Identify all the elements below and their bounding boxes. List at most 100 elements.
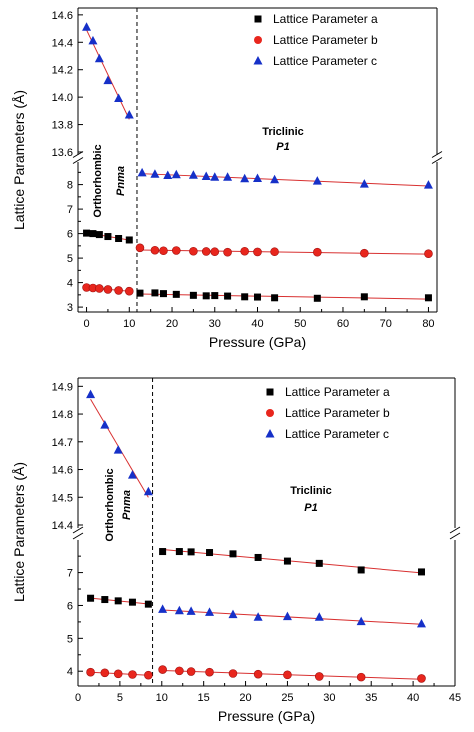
data-point-a [128, 598, 136, 606]
fit-line [139, 293, 429, 300]
legend-marker-a [254, 15, 262, 23]
data-point-b [210, 247, 220, 257]
x-tick-label: 15 [198, 692, 210, 704]
data-point-c [100, 420, 110, 429]
data-point-b [144, 670, 153, 680]
data-point-a [151, 289, 159, 297]
data-point-c [94, 53, 104, 63]
x-tick-label: 20 [166, 318, 178, 330]
data-point-c [223, 172, 233, 181]
x-tick-label: 0 [75, 692, 81, 704]
x-tick-label: 0 [83, 318, 89, 330]
y-tick-label: 14.4 [52, 520, 73, 532]
data-point-a [313, 294, 321, 302]
data-point-b [124, 286, 134, 296]
y-tick-label: 5 [67, 253, 73, 265]
legend-label: Lattice Parameter b [273, 33, 378, 47]
data-point-c [282, 611, 292, 621]
data-point-c [423, 180, 433, 189]
data-point-b [158, 665, 167, 674]
y-axis-title: Lattice Parameters (Å) [11, 462, 27, 602]
data-point-a [125, 236, 133, 244]
y-axis-title: Lattice Parameters (Å) [11, 90, 27, 230]
data-point-c [312, 176, 322, 185]
chart-panel-1: 0 10 20 30 40 50 60 70 80 13.6 13.8 14.0 14.2 14.4 14.… [11, 7, 443, 350]
y-tick-label: 14.4 [52, 37, 73, 49]
legend-marker-b [266, 409, 274, 417]
data-point-a [187, 548, 195, 556]
data-point-a [417, 568, 425, 576]
data-point-c [143, 486, 153, 496]
data-point-a [315, 559, 323, 567]
y-tick-label: 14.6 [52, 10, 73, 22]
data-point-a [114, 597, 122, 605]
data-point-b [356, 672, 366, 682]
x-tick-label: 35 [365, 692, 377, 704]
data-point-c [228, 609, 238, 619]
data-point-b [240, 246, 249, 256]
chart-panel-2: 0 5 10 15 20 25 30 35 40 4514.414.514.614.714.814… [11, 377, 461, 724]
phase-label-triclinic: Triclinic [290, 485, 332, 497]
data-point-a [175, 548, 183, 556]
data-point-a [254, 553, 262, 561]
data-point-c [188, 170, 198, 179]
space-group-p1: P1 [304, 502, 317, 514]
fit-line [86, 29, 130, 120]
data-point-b [150, 245, 160, 255]
data-point-b [424, 249, 433, 258]
data-point-a [224, 292, 232, 300]
legend-marker-c [265, 429, 275, 438]
axis-break-mark [449, 532, 461, 540]
data-point-c [253, 173, 262, 182]
data-point-b [171, 246, 181, 255]
y-tick-label: 14.8 [52, 409, 73, 421]
data-point-a [104, 233, 112, 241]
data-point-c [137, 167, 147, 177]
y-tick-label: 5 [67, 633, 73, 645]
fit-line [162, 609, 422, 625]
x-tick-label: 20 [239, 692, 251, 704]
data-point-a [202, 292, 210, 300]
y-tick-label: 4 [67, 666, 73, 678]
series-triangle [86, 389, 426, 628]
series-triangle [82, 22, 433, 189]
data-point-b [175, 666, 184, 676]
axis-break-mark [72, 157, 84, 164]
y-tick-label: 14.9 [52, 381, 73, 393]
y-tick-label: 3 [67, 302, 73, 314]
data-point-b [135, 243, 145, 253]
data-point-b [417, 674, 426, 683]
data-point-b [314, 672, 324, 681]
fit-line [142, 173, 429, 187]
data-point-b [114, 286, 123, 295]
y-tick-label: 14.5 [52, 492, 73, 504]
data-point-a [211, 292, 219, 300]
y-tick-label: 14.6 [52, 465, 73, 477]
legend-label: Lattice Parameter a [273, 12, 378, 26]
y-tick-label: 13.6 [52, 147, 73, 159]
x-tick-label: 10 [123, 318, 135, 330]
y-tick-label: 8 [67, 180, 73, 192]
x-tick-label: 60 [337, 318, 349, 330]
data-point-a [360, 293, 368, 301]
data-point-c [356, 616, 366, 626]
x-tick-label: 30 [209, 318, 221, 330]
phase-label-orthorhombic: Orthorhombic [104, 468, 116, 541]
x-tick-label: 40 [407, 692, 419, 704]
data-point-c [253, 612, 263, 621]
data-point-c [359, 179, 369, 188]
space-group-pnma: Pnma [115, 166, 127, 196]
data-point-c [86, 389, 96, 399]
axis-break-mark [72, 526, 84, 534]
data-point-b [128, 670, 137, 679]
legend-label: Lattice Parameter b [285, 406, 390, 420]
data-point-a [283, 557, 291, 565]
data-point-a [159, 548, 167, 556]
data-point-c [270, 174, 280, 184]
data-point-a [271, 294, 279, 302]
data-point-b [189, 246, 198, 256]
data-point-a [241, 293, 249, 301]
data-point-c [124, 109, 134, 119]
